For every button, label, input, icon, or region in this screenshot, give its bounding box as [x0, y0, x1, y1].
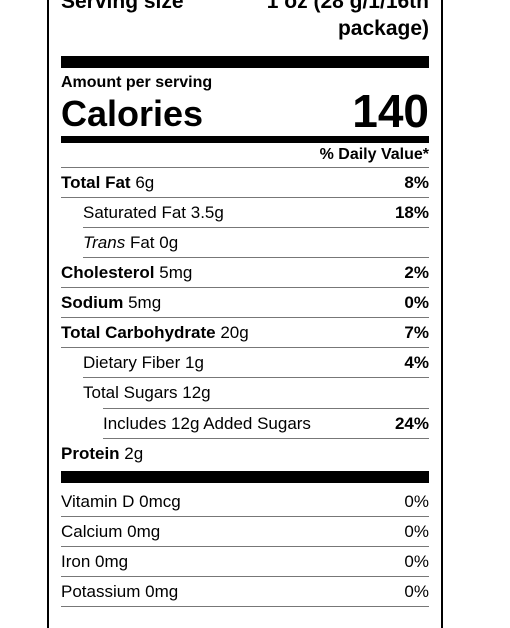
nutrient-row-dietary-fiber: Dietary Fiber 1g 4% [83, 348, 429, 378]
vitamin-dv: 0% [404, 581, 429, 601]
vitamin-row-potassium: Potassium 0mg 0% [61, 577, 429, 607]
nutrient-amount: 6g [135, 172, 155, 192]
amount-per-serving: Amount per serving [61, 74, 213, 91]
nutrient-amount: 5mg [159, 262, 193, 282]
nutrition-facts-label: Serving size 1 oz (28 g/1/16th package) … [47, 0, 443, 628]
vitamin-name: Iron [61, 551, 91, 571]
vitamin-name: Calcium [61, 521, 123, 541]
nutrient-name: Fat [129, 232, 155, 252]
vitamin-amount: 0mg [145, 581, 179, 601]
nutrient-dv: 0% [404, 292, 429, 312]
vitamin-dv: 0% [404, 551, 429, 571]
nutrient-amount: 1g [185, 352, 204, 372]
divider-thick [61, 471, 429, 483]
nutrient-dv: 8% [404, 172, 429, 192]
nutrient-amount: 5mg [128, 292, 162, 312]
calories-label: Calories [61, 93, 204, 134]
vitamin-row-iron: Iron 0mg 0% [61, 547, 429, 577]
nutrient-row-protein: Protein 2g [61, 439, 429, 469]
calories-row: Calories 140 [61, 88, 429, 134]
nutrient-dv: 24% [394, 413, 429, 433]
nutrient-dv: 7% [404, 322, 429, 342]
nutrient-row-total-carbohydrate: Total Carbohydrate 20g 7% [61, 318, 429, 348]
nutrient-name: Sodium [61, 292, 124, 312]
serving-size-label: Serving size [61, 0, 184, 13]
nutrient-name: Cholesterol [61, 262, 155, 282]
vitamin-amount: 0mg [95, 551, 129, 571]
nutrient-dv: 18% [394, 202, 429, 222]
nutrient-amount: 3.5g [190, 202, 224, 222]
nutrient-name: Total Sugars [83, 383, 178, 402]
nutrient-row-total-sugars: Total Sugars 12g [83, 378, 429, 408]
nutrient-name: Dietary Fiber [83, 352, 181, 372]
nutrient-dv: 2% [404, 262, 429, 282]
vitamin-amount: 0mcg [139, 491, 181, 511]
divider-thin [103, 408, 429, 409]
nutrient-row-sodium: Sodium 5mg 0% [61, 288, 429, 318]
calories-value: 140 [352, 85, 429, 137]
nutrient-row-cholesterol: Cholesterol 5mg 2% [61, 258, 429, 288]
nutrient-name: Total Carbohydrate [61, 322, 216, 342]
vitamin-row-vitamin-d: Vitamin D 0mcg 0% [61, 487, 429, 517]
nutrient-name: Total Fat [61, 172, 131, 192]
nutrient-row-added-sugars: Includes 12g Added Sugars 24% [103, 409, 429, 439]
vitamin-name: Potassium [61, 581, 141, 601]
vitamin-row-calcium: Calcium 0mg 0% [61, 517, 429, 547]
nutrient-dv: 4% [404, 352, 429, 372]
daily-value-header: % Daily Value* [61, 143, 429, 168]
nutrient-row-saturated-fat: Saturated Fat 3.5g 18% [83, 198, 429, 228]
vitamin-name: Vitamin D [61, 491, 135, 511]
nutrient-amount: 20g [220, 322, 249, 342]
serving-size-value: 1 oz (28 g/1/16th package) [266, 0, 429, 40]
nutrient-amount: 2g [124, 444, 144, 463]
divider-thick [61, 56, 429, 68]
nutrient-amount: 12g [182, 383, 211, 402]
nutrient-name: Saturated Fat [83, 202, 187, 222]
vitamin-amount: 0mg [127, 521, 161, 541]
nutrient-name-italic: Trans [83, 232, 126, 252]
vitamin-dv: 0% [404, 521, 429, 541]
nutrient-row-trans-fat: Trans Fat 0g [83, 228, 429, 258]
serving-size-row: Serving size 1 oz (28 g/1/16th package) [61, 0, 429, 56]
nutrient-name: Protein [61, 444, 120, 463]
nutrient-name: Includes 12g Added Sugars [103, 413, 311, 433]
nutrient-amount: 0g [159, 232, 179, 252]
divider-medium [61, 136, 429, 143]
nutrient-row-total-fat: Total Fat 6g 8% [61, 168, 429, 198]
vitamin-dv: 0% [404, 491, 429, 511]
